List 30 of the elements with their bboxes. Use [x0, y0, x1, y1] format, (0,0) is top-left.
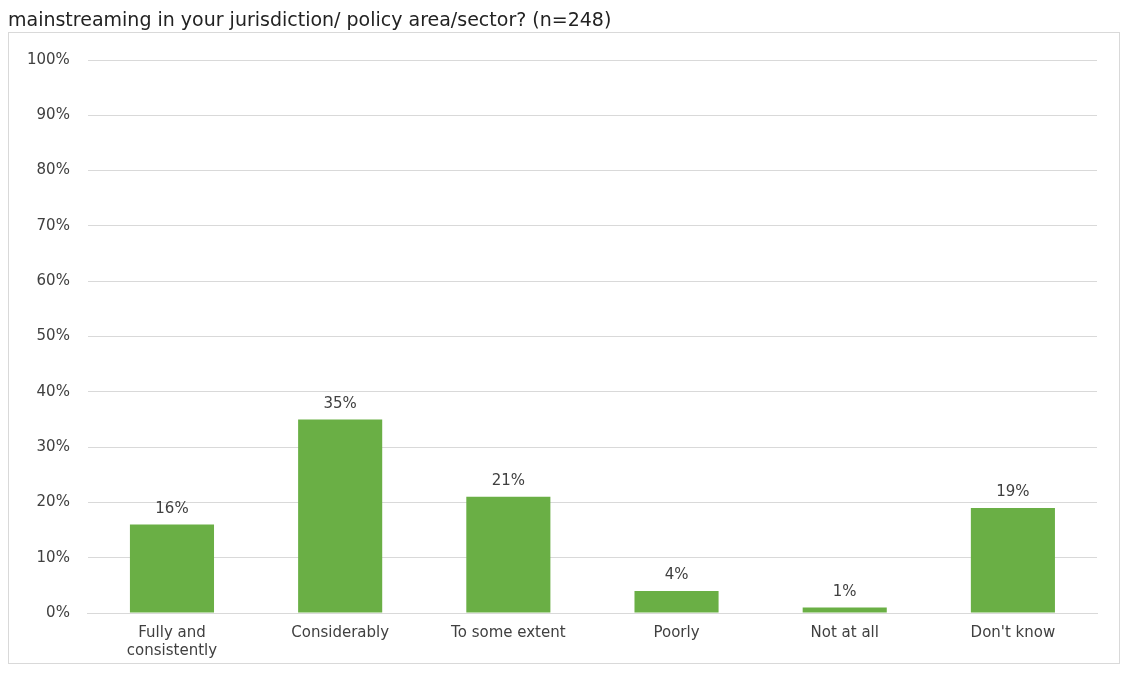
x-tick-label: Considerably — [291, 622, 390, 641]
chart-title: mainstreaming in your jurisdiction/ policy area/sector? (n=248) — [8, 8, 613, 30]
x-tick-label: To some extent — [450, 622, 566, 641]
data-label: 16% — [155, 498, 189, 517]
x-tick-label: Don't know — [970, 622, 1056, 641]
bar — [466, 496, 551, 613]
y-tick-label: 50% — [36, 326, 70, 345]
data-label: 35% — [323, 393, 357, 412]
x-tick-label: Fully and consistently — [126, 622, 218, 659]
y-tick-label: 60% — [36, 271, 70, 290]
y-tick-label: 10% — [36, 547, 70, 566]
data-label: 4% — [664, 565, 689, 584]
y-tick-label: 90% — [36, 105, 70, 124]
y-tick-label: 70% — [36, 215, 70, 234]
data-label: 21% — [491, 471, 526, 490]
data-label: 1% — [832, 581, 857, 600]
bar — [129, 524, 215, 613]
y-tick-label: 30% — [36, 436, 70, 455]
bar — [298, 419, 383, 613]
x-tick-label: Poorly — [653, 622, 700, 641]
y-tick-label: 20% — [36, 492, 70, 511]
data-label: 19% — [996, 482, 1030, 501]
bar — [970, 507, 1055, 613]
bar — [634, 590, 719, 613]
bar — [802, 607, 887, 613]
y-tick-label: 100% — [26, 49, 70, 68]
y-tick-label: 40% — [36, 381, 70, 400]
y-tick-label: 80% — [36, 160, 70, 179]
x-tick-label: Not at all — [810, 622, 879, 641]
y-tick-label: 0% — [46, 602, 70, 621]
